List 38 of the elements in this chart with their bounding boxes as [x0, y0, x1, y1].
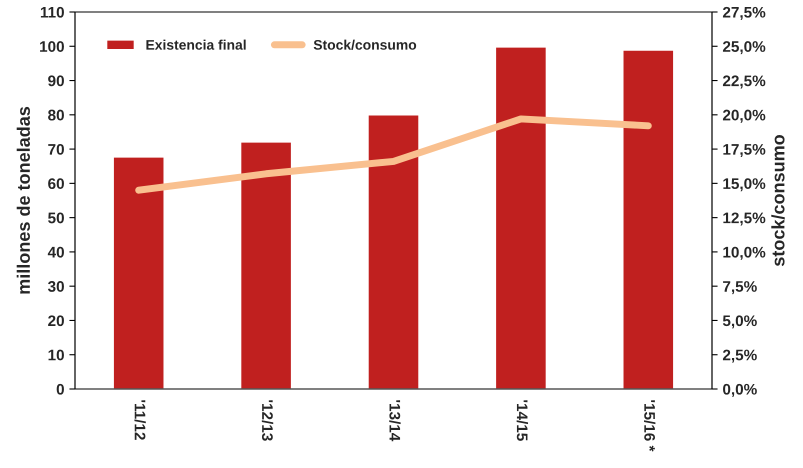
bar: [112, 156, 165, 389]
y-tick-label: 20: [48, 315, 64, 326]
y-tick-label: 70: [48, 144, 64, 155]
y2-tick-label: 12,5%: [723, 212, 766, 226]
x-tick-label: '12/13: [262, 400, 274, 441]
bar: [622, 49, 674, 389]
y2-tick-label: 0,0%: [723, 384, 757, 397]
y-tick-label: 90: [48, 75, 64, 86]
y2-tick-label: 25,0%: [722, 41, 766, 54]
y2-tick-label: 7,5%: [723, 281, 757, 294]
y2-tick-label: 22,5%: [722, 75, 766, 88]
y-tick-label: 30: [48, 281, 64, 292]
y2-tick-label: 20,0%: [722, 110, 766, 123]
y2-tick-label: 5,0%: [722, 315, 757, 328]
y2-axis-title: stock/consumo: [771, 134, 785, 266]
x-tick-label: '14/15: [516, 400, 528, 441]
x-tick-label: '13/14: [389, 400, 401, 442]
y-tick-label: 10: [48, 350, 64, 360]
y-tick-label: 50: [48, 212, 64, 224]
y2-tick-label: 27,5%: [722, 6, 766, 20]
bar: [494, 46, 548, 389]
bar: [367, 114, 420, 389]
y-tick-label: 80: [48, 110, 64, 121]
y2-tick-label: 10,0%: [723, 246, 766, 260]
legend-label: Stock/consumo: [314, 40, 416, 50]
y-tick-label: 0: [56, 384, 64, 395]
y-tick-label: 100: [40, 41, 64, 52]
legend-label: Existencia final: [146, 40, 246, 50]
y2-tick-label: 17,5%: [723, 144, 766, 157]
y-axis-title: millones de toneladas: [16, 106, 30, 294]
x-tick-label: '15/16 *: [644, 400, 656, 452]
y2-tick-label: 2,5%: [722, 350, 757, 363]
y-tick-label: 60: [48, 178, 64, 190]
x-tick-label: '11/12: [134, 400, 146, 440]
bar: [240, 141, 292, 389]
y-tick-label: 110: [40, 6, 64, 18]
y2-tick-label: 15,0%: [723, 178, 766, 192]
y-tick-label: 40: [48, 246, 64, 258]
